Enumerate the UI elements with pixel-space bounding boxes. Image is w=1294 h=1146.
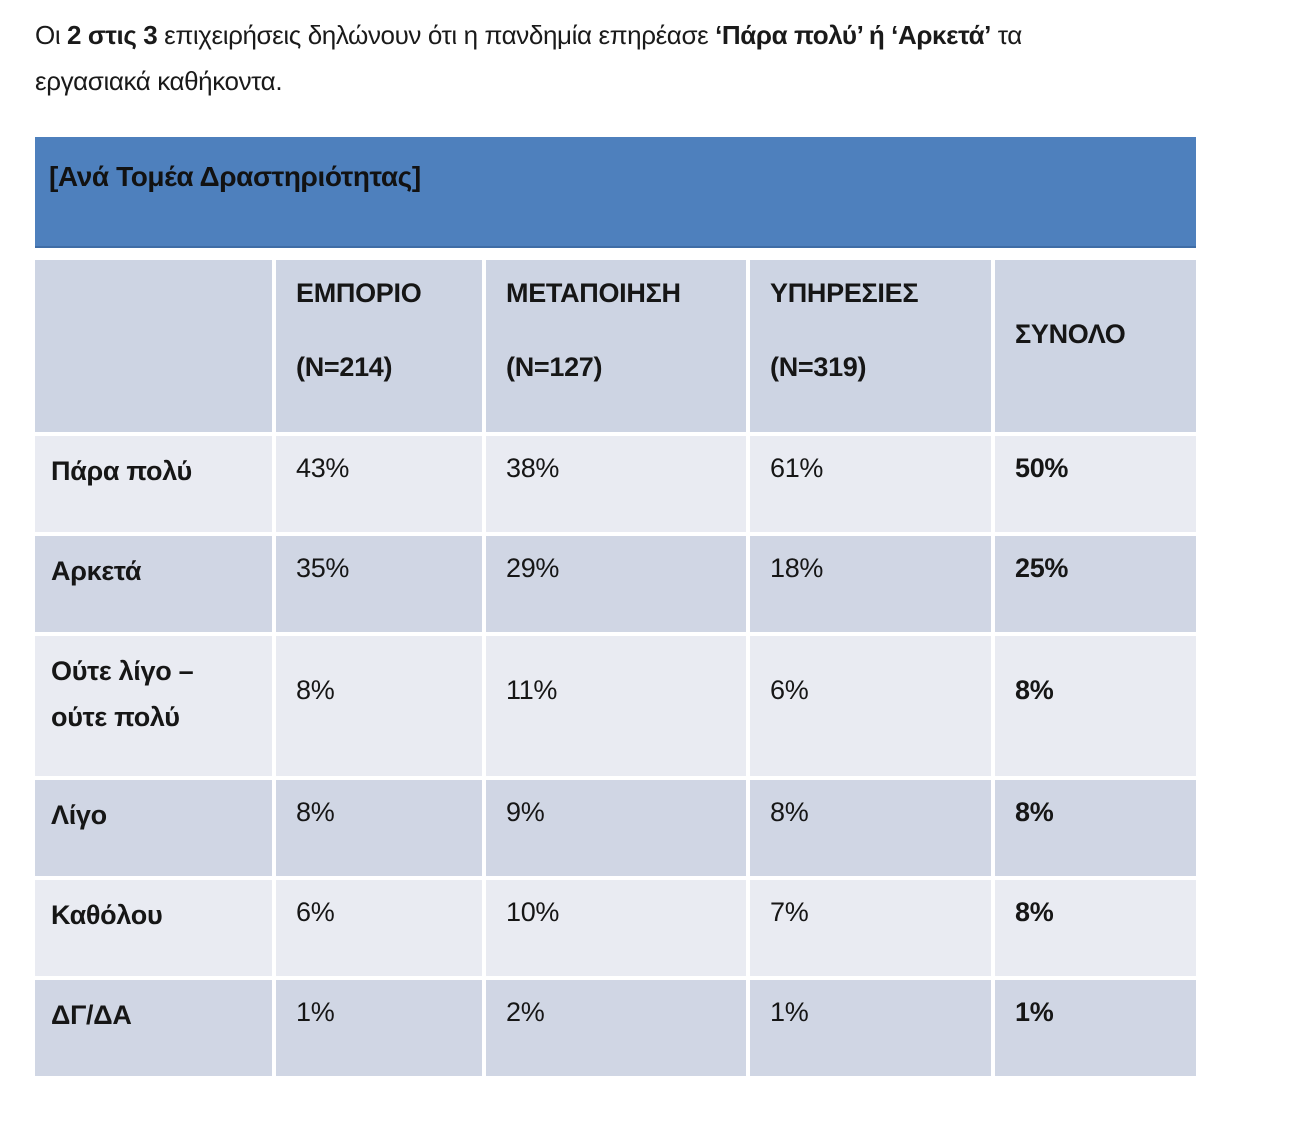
column-name: ΕΜΠΟΡΙΟ <box>296 278 422 308</box>
column-header-synolo: ΣΥΝΟΛΟ <box>995 260 1196 432</box>
value-cell: 8% <box>276 636 482 776</box>
section-title: [Ανά Τομέα Δραστηριότητας] <box>49 161 421 192</box>
intro-bold-ratio: 2 στις 3 <box>67 20 158 50</box>
intro-text-end: τα <box>990 20 1023 50</box>
intro-paragraph: Οι 2 στις 3 επιχειρήσεις δηλώνουν ότι η … <box>35 12 1195 104</box>
intro-text-middle: επιχειρήσεις δηλώνουν ότι η πανδημία επη… <box>157 20 716 50</box>
column-header-ypiresies: ΥΠΗΡΕΣΙΕΣ (N=319) <box>750 260 991 432</box>
column-name: ΥΠΗΡΕΣΙΕΣ <box>770 278 919 308</box>
value-cell: 8% <box>750 780 991 876</box>
data-table: ΕΜΠΟΡΙΟ (N=214) ΜΕΤΑΠΟΙΗΣΗ (N=127) ΥΠΗΡΕ… <box>35 260 1196 1076</box>
value-cell: 1% <box>276 980 482 1076</box>
column-header-metapoiisi: ΜΕΤΑΠΟΙΗΣΗ (N=127) <box>486 260 746 432</box>
column-name: ΣΥΝΟΛΟ <box>1015 319 1126 349</box>
row-label-cell: Καθόλου <box>35 880 272 976</box>
value-cell: 6% <box>750 636 991 776</box>
total-value-cell: 1% <box>995 980 1196 1076</box>
value-cell: 61% <box>750 436 991 532</box>
value-cell: 7% <box>750 880 991 976</box>
corner-cell <box>35 260 272 432</box>
column-sample-size: (N=127) <box>506 352 603 382</box>
value-cell: 9% <box>486 780 746 876</box>
column-name: ΜΕΤΑΠΟΙΗΣΗ <box>506 278 681 308</box>
value-cell: 10% <box>486 880 746 976</box>
row-label-cell: Αρκετά <box>35 536 272 632</box>
row-label-cell: Πάρα πολύ <box>35 436 272 532</box>
value-cell: 43% <box>276 436 482 532</box>
value-cell: 18% <box>750 536 991 632</box>
column-sample-size: (N=319) <box>770 352 867 382</box>
total-value-cell: 8% <box>995 780 1196 876</box>
value-cell: 6% <box>276 880 482 976</box>
value-cell: 35% <box>276 536 482 632</box>
value-cell: 29% <box>486 536 746 632</box>
value-cell: 1% <box>750 980 991 1076</box>
value-cell: 38% <box>486 436 746 532</box>
row-label-cell: ΔΓ/ΔΑ <box>35 980 272 1076</box>
row-label-cell: Ούτε λίγο – ούτε πολύ <box>35 636 272 776</box>
total-value-cell: 8% <box>995 636 1196 776</box>
intro-line2: εργασιακά καθήκοντα. <box>35 66 283 96</box>
section-header-bar: [Ανά Τομέα Δραστηριότητας] <box>35 137 1196 248</box>
row-label-cell: Λίγο <box>35 780 272 876</box>
total-value-cell: 25% <box>995 536 1196 632</box>
total-value-cell: 8% <box>995 880 1196 976</box>
total-value-cell: 50% <box>995 436 1196 532</box>
intro-text: Οι <box>35 20 68 50</box>
value-cell: 11% <box>486 636 746 776</box>
column-header-emporio: ΕΜΠΟΡΙΟ (N=214) <box>276 260 482 432</box>
value-cell: 2% <box>486 980 746 1076</box>
value-cell: 8% <box>276 780 482 876</box>
column-sample-size: (N=214) <box>296 352 393 382</box>
intro-bold-answers: ‘Πάρα πολύ’ ή ‘Αρκετά’ <box>715 20 991 50</box>
